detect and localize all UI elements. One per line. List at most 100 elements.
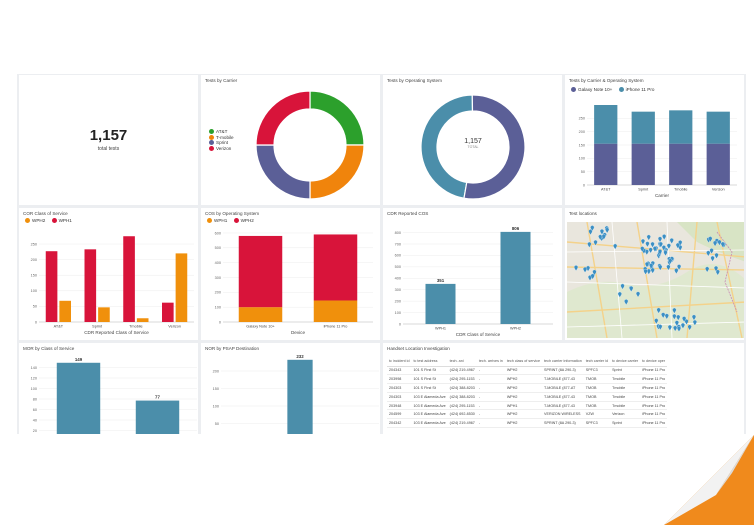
map-pin[interactable] (714, 252, 719, 259)
map-pin[interactable] (652, 246, 657, 253)
map-pin[interactable] (657, 249, 663, 256)
map-pin[interactable] (593, 239, 598, 246)
map-pin[interactable] (676, 326, 682, 333)
table-row[interactable]: 203998 101 S First St (424) 295-1153- WPH2 T… (387, 374, 668, 385)
map-pin[interactable] (649, 263, 654, 270)
map-pin[interactable] (598, 234, 603, 241)
map-pin[interactable] (648, 247, 653, 254)
map-pin[interactable] (657, 236, 663, 243)
map-pin[interactable] (720, 241, 725, 248)
map-pin[interactable] (666, 243, 671, 250)
map-pin[interactable] (587, 241, 592, 248)
handset-investigation-card[interactable]: Handset Location Investigation tc incide… (383, 343, 744, 434)
map-pin[interactable] (708, 236, 713, 243)
column-header[interactable]: tc device oper (640, 357, 668, 367)
map-pin[interactable] (717, 239, 722, 246)
map-pin[interactable] (658, 264, 663, 271)
column-header[interactable]: tech. arrives in (476, 357, 505, 367)
map-pin[interactable] (629, 286, 634, 292)
map-pin[interactable] (662, 234, 667, 241)
map-pin[interactable] (654, 318, 659, 325)
map-pin[interactable] (658, 324, 663, 331)
legend-item-tmobile[interactable]: T-mobile (209, 134, 234, 140)
map-pin[interactable] (605, 227, 610, 234)
kpi-card[interactable]: 1,157 total tests (19, 75, 198, 205)
column-header[interactable]: tech class of service (504, 357, 543, 367)
nor-psap-card[interactable]: NOR by PSAP Destination 0 50 100 150 200 232 (201, 343, 380, 434)
cdr-reported-cos-card[interactable]: CDR Reported COS 0 100 200 300 400 500 600 700 8… (383, 208, 562, 340)
map-pin[interactable] (613, 243, 618, 250)
column-header[interactable]: tech carrier information (542, 357, 584, 367)
map-pin[interactable] (675, 242, 680, 249)
map-pin[interactable] (658, 241, 663, 248)
legend-item-sprint[interactable]: Sprint (209, 140, 234, 146)
map-pin[interactable] (582, 266, 588, 273)
map-pin[interactable] (710, 255, 715, 262)
map-pin[interactable] (590, 225, 595, 232)
map-pin[interactable] (663, 250, 668, 257)
map-pin[interactable] (624, 299, 629, 306)
donut-slice-galaxy[interactable] (463, 94, 526, 200)
legend-item-wph1[interactable]: WPH1 (207, 218, 227, 223)
tests-by-carrier-card[interactable]: Tests by Carrier AT&T T-mobile Sprint Ve… (201, 75, 380, 205)
map-pin[interactable] (599, 229, 605, 235)
legend-item-iphone[interactable]: iPhone 11 Pro (618, 87, 654, 92)
table-row[interactable]: 204343 101 S First St (424) 219-4967- WPH2 S… (387, 366, 668, 376)
cor-class-of-service-card[interactable]: COR Class of Service WPH2 WPH1 0 50 100 150… (19, 208, 198, 340)
column-header[interactable]: tech. ani (447, 357, 477, 367)
map-pin[interactable] (691, 314, 697, 321)
map-pin[interactable] (644, 261, 650, 268)
map-pin[interactable] (588, 229, 593, 236)
legend-item-wph1[interactable]: WPH1 (51, 218, 72, 223)
map-pin[interactable] (709, 248, 714, 255)
table-row[interactable]: 204303 101 S First St (424) 388-8203- WPH2 T… (387, 383, 668, 393)
column-header[interactable]: tc incident id (387, 357, 412, 367)
column-header[interactable]: tech carrier id (583, 357, 611, 367)
tests-by-os-card[interactable]: Tests by Operating System 1,157 TOTAL (383, 75, 562, 205)
tests-by-carrier-os-card[interactable]: Tests by Carrier & Operating System Gala… (565, 75, 744, 205)
map-canvas[interactable] (567, 222, 744, 338)
table-row[interactable]: 204303 103 E Alameda Ave (424) 388-8203- WP… (387, 392, 668, 402)
table-row[interactable]: 203948 103 E Alameda Ave (424) 295-1153- WP… (387, 401, 668, 411)
map-pin[interactable] (674, 268, 679, 275)
map-pin[interactable] (705, 266, 710, 273)
map-pin[interactable] (620, 283, 625, 290)
map-pin[interactable] (640, 246, 645, 253)
column-header[interactable]: tc device carrier (610, 357, 641, 367)
map-pin[interactable] (678, 245, 683, 251)
map-pin[interactable] (617, 291, 622, 298)
column-header[interactable]: tc test address (411, 357, 448, 367)
map-pin[interactable] (656, 307, 661, 314)
map-pin[interactable] (601, 234, 606, 241)
map-pin[interactable] (669, 238, 674, 245)
map-pin[interactable] (646, 234, 651, 241)
donut-slice-sprint[interactable] (255, 144, 311, 200)
map-pin[interactable] (713, 265, 719, 272)
map-pin[interactable] (643, 268, 648, 275)
legend-item-wph2[interactable]: WPH2 (233, 218, 254, 223)
map-pin[interactable] (650, 267, 655, 274)
map-pin[interactable] (668, 258, 673, 265)
mor-class-of-service-card[interactable]: MOR by Class of Service 0 20 40 60 80 100 120 1… (19, 343, 198, 434)
map-pin[interactable] (635, 291, 641, 298)
map-pin[interactable] (590, 273, 595, 280)
donut-slice-verizon[interactable] (255, 90, 311, 146)
map-pin[interactable] (680, 322, 685, 329)
table-row[interactable]: 204599 103 E Alameda Ave (424) 692-8530- WP… (387, 409, 668, 420)
map-pin[interactable] (682, 316, 687, 323)
legend-item-galaxy[interactable]: Galaxy Note 10+ (571, 87, 612, 92)
map-pin[interactable] (706, 250, 711, 257)
map-pin[interactable] (713, 240, 718, 247)
cos-by-os-card[interactable]: COS by Operating System WPH1 WPH2 0 100 20… (201, 208, 380, 340)
map-pin[interactable] (650, 241, 655, 248)
legend-item-verizon[interactable]: Verizon (209, 145, 234, 151)
table-row[interactable]: 204342 103 E Alameda Ave (424) 219-4967- WP… (387, 418, 668, 429)
donut-slice-att[interactable] (309, 90, 365, 146)
legend-item-att[interactable]: AT&T (209, 129, 234, 134)
map-pin[interactable] (692, 319, 697, 326)
legend-item-wph2[interactable]: WPH2 (25, 218, 45, 223)
map-pin[interactable] (715, 269, 720, 276)
donut-slice-tmobile[interactable] (309, 144, 365, 200)
map-pin[interactable] (676, 314, 681, 321)
map-pin[interactable] (673, 325, 678, 332)
